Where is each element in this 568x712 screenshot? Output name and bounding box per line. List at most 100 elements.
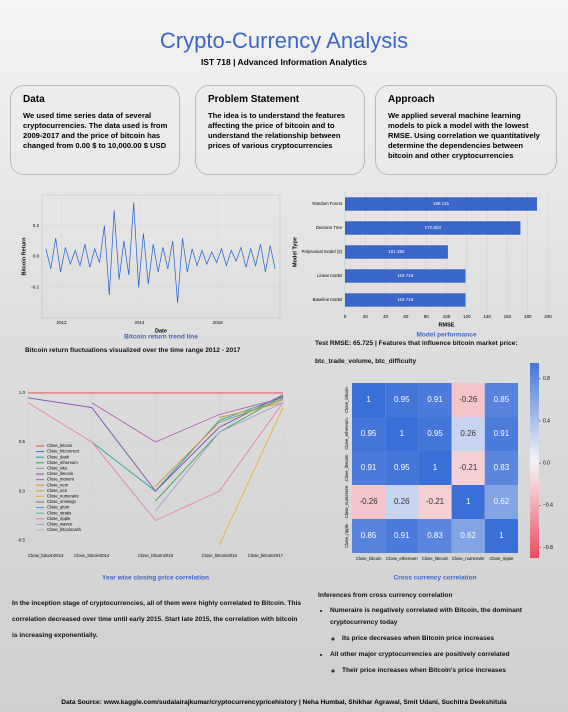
series-line bbox=[91, 397, 284, 443]
x-tick-label: 160 bbox=[504, 314, 512, 319]
chart-caption: Bitcoin return trend line bbox=[124, 334, 198, 341]
chart-caption: Model performance bbox=[417, 332, 477, 339]
heatmap-cell bbox=[451, 383, 485, 417]
heatmap-cell bbox=[484, 417, 518, 451]
heatmap-cell bbox=[418, 383, 452, 417]
heatmap-cell bbox=[418, 451, 452, 485]
cell-label: 1 bbox=[433, 463, 438, 472]
return-note: Bitcoin return fluctuations visualized o… bbox=[25, 347, 241, 354]
box-heading: Data bbox=[23, 94, 45, 105]
inference-subitem: Its price decreases when Bitcoin price i… bbox=[342, 633, 558, 645]
heatmap-cell bbox=[352, 451, 386, 485]
cell-label: 1 bbox=[499, 531, 504, 540]
y-tick-label: Close_litecoin bbox=[344, 454, 349, 481]
legend-label: Close_waves bbox=[47, 522, 72, 527]
colorbar-tick-label: −0.4 bbox=[543, 503, 553, 509]
bar bbox=[345, 293, 466, 307]
heatmap-cell bbox=[418, 485, 452, 519]
x-tick-label: Close_litecoin bbox=[422, 556, 449, 561]
legend-label: Close_neo bbox=[47, 488, 68, 493]
bar bbox=[345, 269, 466, 283]
cell-label: -0.26 bbox=[359, 497, 378, 506]
x-tick-label: Close_bitcoin2015 bbox=[138, 553, 174, 558]
x-tick-label: 60 bbox=[403, 314, 409, 319]
box-text: The idea is to understand the features a… bbox=[208, 111, 346, 150]
rmse-note: Test RMSE: 65.725 | Features that influe… bbox=[315, 340, 518, 347]
cell-label: 0.95 bbox=[361, 429, 377, 438]
legend-label: Close_numeraire bbox=[47, 494, 80, 499]
legend-label: Close_dash bbox=[47, 454, 70, 459]
series-line bbox=[27, 402, 284, 522]
footer: Data Source: www.kaggle.com/sudalairajku… bbox=[61, 699, 507, 706]
x-tick-label: 2012 bbox=[57, 320, 68, 325]
heatmap-cell bbox=[352, 519, 386, 553]
heatmap-cell bbox=[385, 383, 419, 417]
y-axis-label: Model Type bbox=[292, 237, 298, 267]
bar bbox=[345, 221, 521, 235]
box-text: We applied several machine learning mode… bbox=[388, 111, 540, 160]
y-tick-label: Close_ripple bbox=[344, 523, 349, 547]
bar-value-label: 118.719 bbox=[397, 297, 413, 302]
series-line bbox=[218, 407, 284, 546]
colorbar-tick-label: 0.8 bbox=[543, 376, 550, 382]
heatmap-cell bbox=[418, 417, 452, 451]
heatmap-cell bbox=[385, 485, 419, 519]
x-tick-label: Close_bitcoin2016 bbox=[202, 553, 238, 558]
y-tick-label: 1.0 bbox=[19, 390, 26, 395]
y-tick-label: -0.2 bbox=[31, 284, 39, 289]
x-tick-label: 100 bbox=[443, 314, 451, 319]
y-tick-label: Baseline model bbox=[313, 297, 342, 302]
x-tick-label: 40 bbox=[383, 314, 389, 319]
heatmap-cell bbox=[385, 417, 419, 451]
chart-caption: Year wise closing price correlation bbox=[102, 575, 209, 582]
cell-label: 1 bbox=[366, 395, 371, 404]
heatmap-cell bbox=[352, 383, 386, 417]
x-tick-label: Close_bitcoin2014 bbox=[74, 553, 110, 558]
cell-label: 0.83 bbox=[494, 463, 510, 472]
colorbar-tick-label: 0.4 bbox=[543, 418, 550, 424]
heatmap-cell bbox=[484, 485, 518, 519]
cell-label: 0.95 bbox=[427, 429, 443, 438]
y-tick-label: Random Forest bbox=[312, 201, 342, 206]
info-box: Approach We applied several machine learn… bbox=[375, 85, 557, 175]
legend-label: Close_omisego bbox=[47, 499, 77, 504]
cell-label: 0.85 bbox=[494, 395, 510, 404]
cell-label: -0.26 bbox=[459, 395, 478, 404]
x-tick-label: Close_bitcoin2017 bbox=[248, 553, 284, 558]
heatmap-cell bbox=[484, 451, 518, 485]
cell-label: 0.95 bbox=[394, 463, 410, 472]
inference-subitem: Their price increases when Bitcoin's pri… bbox=[342, 665, 558, 677]
y-tick-label: 0.5 bbox=[19, 439, 26, 444]
bar-value-label: 189.115 bbox=[433, 201, 449, 206]
heatmap-cell bbox=[352, 417, 386, 451]
inference-item: Numeraire is negatively correlated with … bbox=[330, 605, 558, 645]
y-tick-label: 0.0 bbox=[33, 254, 40, 259]
box-heading: Approach bbox=[388, 94, 435, 105]
cell-label: 0.95 bbox=[394, 395, 410, 404]
heatmap-cell bbox=[451, 485, 485, 519]
legend-label: Close_ripple bbox=[47, 516, 71, 521]
inference-text: All other major cryptocurrencies are pos… bbox=[330, 651, 510, 658]
legend-label: Close_monero bbox=[47, 477, 75, 482]
y-tick-label: -0.5 bbox=[17, 537, 25, 542]
heatmap-cell bbox=[451, 417, 485, 451]
y-tick-label: 0.0 bbox=[19, 488, 26, 493]
inference-text: Numeraire is negatively correlated with … bbox=[330, 607, 522, 626]
x-tick-label: 2014 bbox=[135, 320, 146, 325]
cell-label: 0.91 bbox=[427, 395, 443, 404]
cell-label: 1 bbox=[400, 429, 405, 438]
box-text: We used time series data of several cryp… bbox=[23, 111, 168, 150]
heatmap-cell bbox=[385, 451, 419, 485]
y-tick-label: Close_bitcoin bbox=[344, 386, 349, 412]
heatmap-cell bbox=[385, 519, 419, 553]
inferences-heading: Inferences from cross currency correlati… bbox=[318, 592, 453, 599]
charts: -0.2 0.0 0.2 2012 2014 2016 Date Bitcoin Return… bbox=[17, 192, 553, 582]
heatmap-cell bbox=[451, 451, 485, 485]
cell-label: -0.21 bbox=[426, 497, 445, 506]
bar-value-label: 172.823 bbox=[425, 225, 442, 230]
legend-label: Close_bitcoin bbox=[47, 443, 73, 448]
y-tick-label: Polynomial model (3) bbox=[302, 249, 343, 254]
colorbar-tick-label: −0.8 bbox=[543, 545, 553, 551]
y-tick-label: Decision Tree bbox=[316, 225, 343, 230]
